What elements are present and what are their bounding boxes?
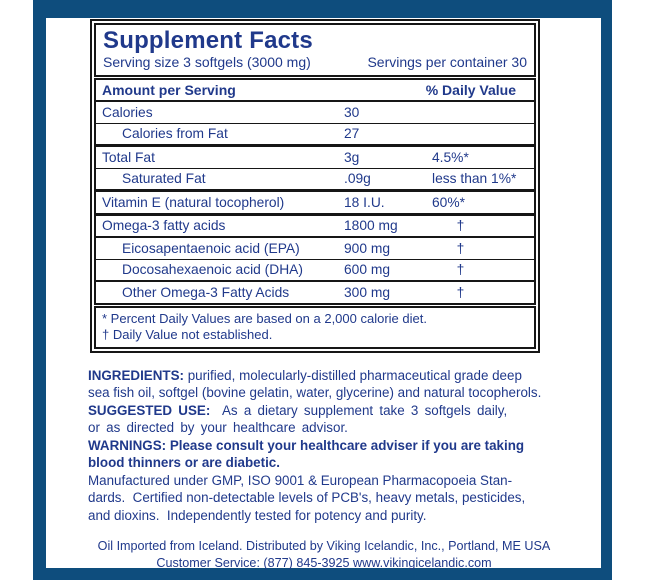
nutrition-table: Amount per Serving % Daily Value Calorie… (94, 78, 536, 305)
table-row: Total Fat 3g 4.5%* (96, 147, 534, 169)
panel-title: Supplement Facts (103, 27, 313, 54)
column-header-amount: Amount per Serving (102, 82, 236, 98)
distributor-footer: Oil Imported from Iceland. Distributed b… (46, 538, 602, 571)
suggested-use-label: SUGGESTED USE: (88, 402, 211, 418)
serving-info-row: Serving size 3 softgels (3000 mg) Servin… (103, 54, 527, 71)
nutrient-daily-value: † (456, 262, 465, 277)
table-row: Calories from Fat 27 (96, 124, 534, 147)
nutrient-daily-value: † (456, 240, 465, 256)
nutrient-name: Saturated Fat (122, 171, 206, 186)
nutrient-daily-value: less than 1%* (432, 171, 517, 186)
panel-header-section: Supplement Facts Serving size 3 softgels… (94, 23, 536, 77)
nutrient-name: Other Omega-3 Fatty Acids (122, 284, 290, 300)
nutrient-amount: 1800 mg (344, 218, 398, 233)
customer-service-line: Customer Service: (877) 845-3925 www.vik… (156, 555, 492, 570)
nutrient-daily-value: † (456, 284, 465, 300)
supplement-facts-panel: Supplement Facts Serving size 3 softgels… (90, 19, 540, 353)
nutrient-name: Calories from Fat (122, 126, 228, 141)
nutrient-amount: 3g (344, 149, 360, 165)
nutrient-name: Vitamin E (natural tocopherol) (102, 194, 285, 210)
manufacturing-paragraph: Manufactured under GMP, ISO 9001 & Europ… (88, 472, 582, 525)
suggested-use-text: As a dietary supplement take 3 softgels … (88, 402, 508, 436)
nutrient-amount: 27 (344, 126, 360, 141)
footnote-daily-values: * Percent Daily Values are based on a 2,… (102, 310, 427, 326)
ingredients-paragraph: INGREDIENTS: purified, molecularly-disti… (88, 367, 582, 402)
manufacturing-text: Manufactured under GMP, ISO 9001 & Europ… (88, 472, 526, 523)
table-row: Calories 30 (96, 102, 534, 124)
nutrient-name: Calories (102, 104, 153, 120)
nutrient-amount: 900 mg (344, 240, 391, 256)
ingredients-text: purified, molecularly-distilled pharmace… (88, 367, 542, 401)
nutrient-amount: 18 I.U. (344, 194, 385, 210)
servings-per-container: Servings per container 30 (367, 54, 527, 70)
nutrient-name: Docosahexaenoic acid (DHA) (122, 262, 303, 277)
table-row: Docosahexaenoic acid (DHA) 600 mg † (96, 260, 534, 282)
table-row: Saturated Fat .09g less than 1%* (96, 169, 534, 192)
warnings-paragraph: WARNINGS: Please consult your healthcare… (88, 437, 582, 472)
warnings-label: WARNINGS: (88, 437, 167, 453)
serving-size: Serving size 3 softgels (3000 mg) (103, 54, 311, 70)
table-row: Omega-3 fatty acids 1800 mg † (96, 216, 534, 238)
distributor-line: Oil Imported from Iceland. Distributed b… (97, 539, 551, 553)
table-header-row: Amount per Serving % Daily Value (96, 80, 534, 102)
column-header-daily-value: % Daily Value (425, 82, 516, 98)
nutrient-name: Eicosapentaenoic acid (EPA) (122, 240, 300, 256)
suggested-use-paragraph: SUGGESTED USE: As a dietary supplement t… (88, 402, 582, 437)
warnings-text: Please consult your healthcare adviser i… (88, 437, 525, 471)
table-row: Other Omega-3 Fatty Acids 300 mg † (96, 282, 534, 303)
nutrient-amount: .09g (344, 171, 371, 186)
footnotes-section: * Percent Daily Values are based on a 2,… (94, 305, 536, 349)
nutrient-amount: 300 mg (344, 284, 391, 300)
nutrient-amount: 30 (344, 104, 360, 120)
nutrient-amount: 600 mg (344, 262, 391, 277)
nutrient-name: Total Fat (102, 149, 155, 165)
nutrient-daily-value (432, 125, 534, 142)
ingredients-label: INGREDIENTS: (88, 367, 184, 383)
label-text-block: INGREDIENTS: purified, molecularly-disti… (88, 367, 582, 525)
nutrient-daily-value: † (456, 218, 465, 233)
nutrient-name: Omega-3 fatty acids (102, 218, 226, 233)
nutrient-daily-value (432, 104, 534, 121)
table-row: Eicosapentaenoic acid (EPA) 900 mg † (96, 238, 534, 260)
nutrient-daily-value: 4.5%* (432, 149, 469, 165)
footnote-not-established: † Daily Value not established. (102, 327, 273, 342)
nutrient-daily-value: 60%* (432, 194, 465, 210)
table-row: Vitamin E (natural tocopherol) 18 I.U. 6… (96, 192, 534, 216)
label-content: Supplement Facts Serving size 3 softgels… (46, 18, 602, 571)
